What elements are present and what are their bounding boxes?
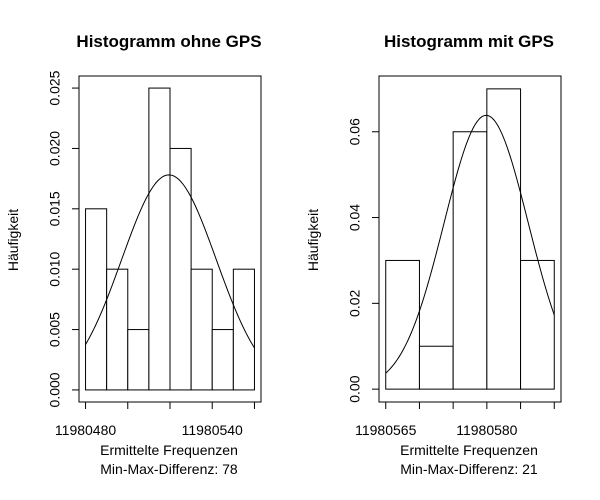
density-curve-group	[385, 114, 555, 374]
histogram-bar	[211, 329, 234, 391]
x-axis: 11980480 11980540	[55, 401, 255, 438]
y-tick-label: 0.00	[347, 375, 363, 402]
histogram-panel-with-gps: Histogramm mit GPS Ermittelte Frequenzen…	[305, 32, 562, 477]
chart-title: Histogramm mit GPS	[384, 32, 554, 51]
density-curve	[85, 174, 255, 349]
histogram-bar	[127, 329, 150, 391]
y-axis-label: Häufigkeit	[305, 209, 321, 271]
histogram-bar	[452, 131, 488, 390]
x-axis-sublabel: Min-Max-Differenz: 78	[100, 461, 238, 477]
y-axis-label: Häufigkeit	[5, 209, 21, 271]
y-tick-label: 0.015	[47, 191, 63, 226]
y-tick-label: 0.02	[347, 290, 363, 317]
y-tick-label: 0.005	[47, 312, 63, 347]
histogram-bar	[520, 259, 555, 390]
x-axis-label: Ermittelte Frequenzen	[100, 442, 238, 458]
y-tick-label: 0.025	[47, 70, 63, 105]
histogram-panel-without-gps: Histogramm ohne GPS Ermittelte Frequenze…	[5, 32, 262, 477]
y-tick-label: 0.010	[47, 251, 63, 286]
density-curve	[385, 114, 555, 374]
x-tick-label: 11980580	[456, 422, 517, 438]
bars-group	[385, 88, 555, 390]
chart-title: Histogramm ohne GPS	[76, 32, 261, 51]
y-axis: 0.000 0.005 0.010 0.015 0.020 0.025	[47, 70, 80, 407]
y-axis: 0.00 0.02 0.04 0.06	[347, 118, 380, 403]
histogram-bar	[169, 147, 192, 391]
x-tick-label: 11980540	[182, 422, 243, 438]
histogram-bar	[486, 88, 522, 390]
x-tick-label: 11980480	[55, 422, 116, 438]
x-axis: 11980565 11980580	[355, 401, 555, 438]
y-tick-label: 0.000	[47, 372, 63, 407]
histogram-bar	[85, 208, 108, 391]
y-tick-label: 0.06	[347, 118, 363, 145]
histogram-bar	[106, 268, 129, 391]
histogram-bar	[418, 345, 454, 390]
y-tick-label: 0.020	[47, 131, 63, 166]
histogram-bar	[148, 87, 171, 391]
x-axis-sublabel: Min-Max-Differenz: 21	[400, 461, 538, 477]
x-axis-label: Ermittelte Frequenzen	[400, 442, 538, 458]
y-tick-label: 0.04	[347, 204, 363, 231]
bars-group	[85, 87, 255, 391]
histogram-bar	[190, 268, 213, 391]
x-tick-label: 11980565	[355, 422, 416, 438]
density-curve-group	[85, 174, 255, 349]
